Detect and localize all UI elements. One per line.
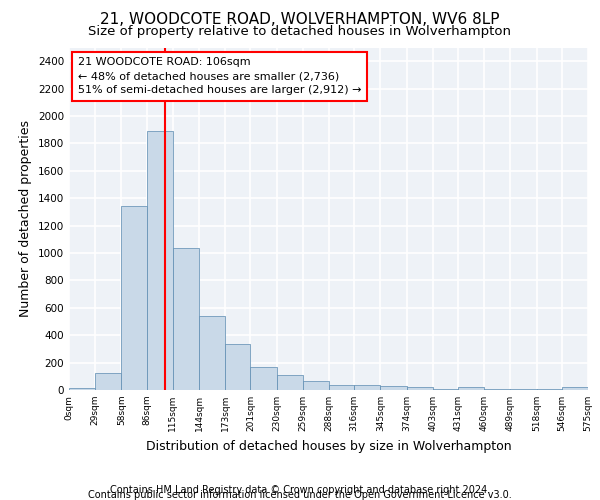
Bar <box>407 388 433 390</box>
Text: 21, WOODCOTE ROAD, WOLVERHAMPTON, WV6 8LP: 21, WOODCOTE ROAD, WOLVERHAMPTON, WV6 8L… <box>100 12 500 28</box>
X-axis label: Distribution of detached houses by size in Wolverhampton: Distribution of detached houses by size … <box>146 440 511 452</box>
Bar <box>380 386 407 390</box>
Bar <box>354 385 380 390</box>
Bar <box>329 384 354 390</box>
Bar <box>562 388 588 390</box>
Bar <box>250 366 277 390</box>
Text: Size of property relative to detached houses in Wolverhampton: Size of property relative to detached ho… <box>89 25 511 38</box>
Bar <box>303 381 329 390</box>
Text: Contains HM Land Registry data © Crown copyright and database right 2024.: Contains HM Land Registry data © Crown c… <box>110 485 490 495</box>
Bar <box>69 388 95 390</box>
Bar <box>225 344 250 390</box>
Bar <box>146 131 173 390</box>
Bar <box>95 373 121 390</box>
Bar <box>277 375 303 390</box>
Bar <box>458 386 484 390</box>
Text: Contains public sector information licensed under the Open Government Licence v3: Contains public sector information licen… <box>88 490 512 500</box>
Text: 21 WOODCOTE ROAD: 106sqm
← 48% of detached houses are smaller (2,736)
51% of sem: 21 WOODCOTE ROAD: 106sqm ← 48% of detach… <box>78 57 362 95</box>
Bar <box>173 248 199 390</box>
Bar <box>199 316 225 390</box>
Bar <box>121 206 146 390</box>
Y-axis label: Number of detached properties: Number of detached properties <box>19 120 32 318</box>
